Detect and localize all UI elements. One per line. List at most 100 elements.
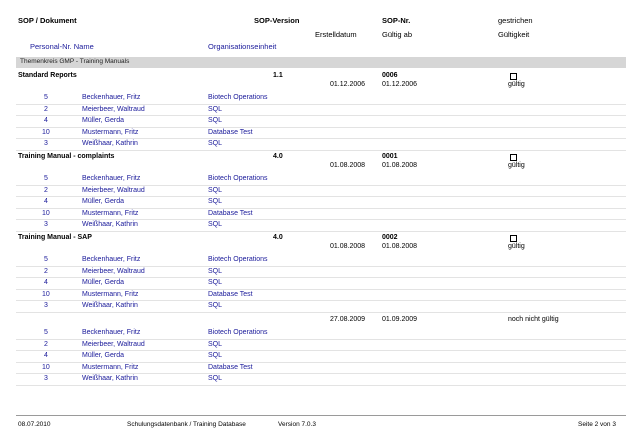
person-nr: 5 — [44, 329, 48, 336]
row-divider — [16, 311, 626, 313]
person-org-unit: SQL — [208, 105, 223, 113]
row-divider — [16, 103, 626, 105]
person-name: Meierbeer, Waltraud — [82, 186, 145, 194]
valid-from-date: 01.08.2008 — [382, 162, 418, 169]
person-org-unit: SQL — [208, 221, 223, 229]
deleted-checkbox — [510, 154, 517, 161]
row-divider — [16, 196, 626, 198]
created-date: 27.08.2009 — [330, 316, 366, 323]
person-org-unit: Database Test — [208, 128, 253, 136]
deleted-checkbox — [510, 235, 517, 242]
person-name: Müller, Gerda — [82, 117, 125, 125]
row-divider — [16, 126, 626, 128]
person-org-unit: Database Test — [208, 290, 253, 298]
header-validity: Gültigkeit — [498, 30, 530, 39]
group-label: Themenkreis GMP - Training Manuals — [20, 58, 130, 65]
person-name: Beckenhauer, Fritz — [82, 329, 141, 336]
sop-version: 4.0 — [273, 153, 283, 160]
header-sop-version: SOP-Version — [254, 16, 300, 25]
row-divider — [16, 115, 626, 117]
person-nr: 3 — [44, 140, 48, 148]
person-nr: 10 — [42, 209, 50, 217]
sop-title: Training Manual - complaints — [18, 153, 115, 160]
header-sop-nr: SOP-Nr. — [382, 16, 411, 25]
row-divider — [16, 149, 626, 151]
person-org-unit: SQL — [208, 302, 223, 310]
person-org-unit: Biotech Operations — [208, 329, 268, 336]
footer-rule — [16, 415, 626, 416]
header-personal-nr-name: Personal-Nr. Name — [30, 42, 94, 51]
created-date: 01.08.2008 — [330, 243, 366, 250]
person-name: Müller, Gerda — [82, 198, 125, 206]
person-nr: 4 — [44, 352, 48, 360]
person-nr: 10 — [42, 128, 50, 136]
sop-title: Standard Reports — [18, 72, 77, 79]
person-name: Müller, Gerda — [82, 352, 125, 360]
person-org-unit: SQL — [208, 267, 223, 275]
sop-title: Training Manual - SAP — [18, 234, 92, 241]
person-nr: 2 — [44, 267, 48, 275]
sop-number: 0001 — [382, 153, 398, 160]
valid-from-date: 01.09.2009 — [382, 316, 418, 323]
person-nr: 4 — [44, 198, 48, 206]
person-org-unit: SQL — [208, 140, 223, 148]
row-divider — [16, 207, 626, 209]
person-org-unit: Biotech Operations — [208, 256, 268, 263]
person-nr: 5 — [44, 175, 48, 182]
validity-status: noch nicht gültig — [508, 316, 559, 323]
row-divider — [16, 361, 626, 363]
person-nr: 4 — [44, 117, 48, 125]
sop-version: 1.1 — [273, 72, 283, 79]
person-nr: 3 — [44, 221, 48, 229]
row-divider — [16, 338, 626, 340]
person-name: Mustermann, Fritz — [82, 209, 139, 217]
valid-from-date: 01.12.2006 — [382, 81, 418, 88]
person-org-unit: SQL — [208, 340, 223, 348]
person-nr: 2 — [44, 340, 48, 348]
person-nr: 5 — [44, 256, 48, 263]
person-org-unit: Biotech Operations — [208, 94, 268, 101]
person-name: Mustermann, Fritz — [82, 363, 139, 371]
person-org-unit: Biotech Operations — [208, 175, 268, 182]
row-divider — [16, 350, 626, 352]
row-divider — [16, 373, 626, 375]
person-nr: 2 — [44, 105, 48, 113]
header-sop-document: SOP / Dokument — [18, 16, 77, 25]
person-org-unit: SQL — [208, 375, 223, 383]
person-org-unit: Database Test — [208, 363, 253, 371]
created-date: 01.08.2008 — [330, 162, 366, 169]
person-name: Weißhaar, Kathrin — [82, 140, 138, 148]
validity-status: gültig — [508, 243, 525, 250]
footer-database: Schulungsdatenbank / Training Database — [127, 421, 246, 428]
header-valid-from: Gültig ab — [382, 30, 413, 39]
row-divider — [16, 219, 626, 221]
footer-date: 08.07.2010 — [18, 421, 51, 428]
person-name: Meierbeer, Waltraud — [82, 340, 145, 348]
deleted-checkbox — [510, 73, 517, 80]
row-divider — [16, 184, 626, 186]
person-nr: 2 — [44, 186, 48, 194]
created-date: 01.12.2006 — [330, 81, 366, 88]
row-divider — [16, 384, 626, 386]
person-name: Weißhaar, Kathrin — [82, 221, 138, 229]
person-nr: 4 — [44, 279, 48, 287]
sop-number: 0002 — [382, 234, 398, 241]
person-name: Beckenhauer, Fritz — [82, 256, 141, 263]
header-deleted: gestrichen — [498, 16, 533, 25]
person-org-unit: SQL — [208, 186, 223, 194]
row-divider — [16, 300, 626, 302]
person-name: Beckenhauer, Fritz — [82, 175, 141, 182]
person-name: Meierbeer, Waltraud — [82, 267, 145, 275]
footer-version: Version 7.0.3 — [278, 421, 316, 428]
sop-number: 0006 — [382, 72, 398, 79]
row-divider — [16, 277, 626, 279]
person-name: Mustermann, Fritz — [82, 290, 139, 298]
person-name: Weißhaar, Kathrin — [82, 302, 138, 310]
person-name: Beckenhauer, Fritz — [82, 94, 141, 101]
person-org-unit: SQL — [208, 352, 223, 360]
person-org-unit: SQL — [208, 279, 223, 287]
validity-status: gültig — [508, 81, 525, 88]
row-divider — [16, 288, 626, 290]
footer-page-number: Seite 2 von 3 — [578, 421, 616, 428]
